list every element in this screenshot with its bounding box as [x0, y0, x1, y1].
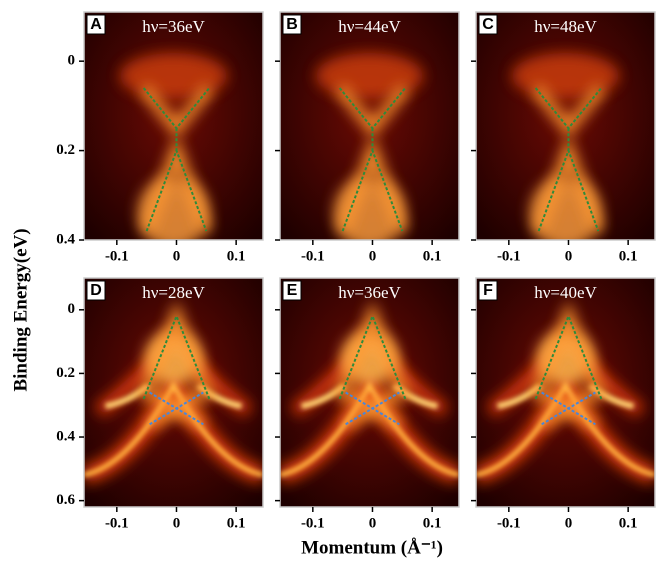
dispersion-guide — [541, 391, 596, 426]
dispersion-guide — [537, 147, 600, 232]
panel-title: hν=36eV — [338, 283, 401, 302]
panel-label-box — [86, 280, 106, 301]
panel-frame — [83, 11, 264, 241]
panel-label: D — [90, 282, 102, 299]
spectrum-image — [280, 12, 459, 240]
dispersion-guide — [341, 147, 404, 232]
panel-label: E — [287, 282, 298, 299]
x-tick-label: 0 — [173, 248, 181, 264]
band-core — [280, 380, 459, 478]
x-tick-label: 0.1 — [423, 515, 442, 531]
panel-frame — [475, 11, 656, 241]
panel-label: B — [286, 16, 298, 33]
x-tick-label: 0 — [565, 515, 573, 531]
dispersion-glow — [530, 299, 607, 402]
panel-title: hν=36eV — [142, 17, 205, 36]
x-tick-label: 0 — [565, 248, 573, 264]
y-tick-label: 0.2 — [56, 142, 75, 158]
panel: -0.1 0 0.1 0 0.2 0.4 A hν=36eV — [56, 11, 264, 264]
spectrum-image — [280, 278, 459, 507]
panel-label-box — [478, 280, 498, 301]
y-tick-label: 0 — [68, 301, 76, 317]
x-tick-label: 0.1 — [227, 248, 246, 264]
panel-label-box — [478, 14, 498, 35]
panel-frame — [475, 277, 656, 508]
spectrum-image — [84, 278, 263, 507]
dispersion-guide — [345, 391, 400, 426]
band-core — [84, 380, 263, 478]
x-tick-label: 0 — [369, 248, 377, 264]
panel-title: hν=28eV — [142, 283, 205, 302]
panel: -0.1 0 0.1 F hν=40eV — [471, 277, 656, 531]
dispersion-glow — [334, 299, 411, 402]
x-tick-label: 0.1 — [619, 248, 638, 264]
panel-frame — [279, 277, 460, 508]
x-tick-label: -0.1 — [301, 248, 325, 264]
panel: -0.1 0 0.1 C hν=48eV — [471, 11, 656, 264]
x-tick-label: -0.1 — [497, 248, 521, 264]
y-tick-label: 0.6 — [56, 492, 75, 508]
panel-title: hν=48eV — [534, 17, 597, 36]
panel: -0.1 0 0.1 E hν=36eV — [275, 277, 460, 531]
x-axis-label: Momentum (Å⁻¹) — [301, 537, 443, 558]
panel-label: A — [90, 16, 102, 33]
dispersion-guide — [149, 391, 204, 426]
x-tick-label: 0.1 — [423, 248, 442, 264]
y-tick-label: 0.4 — [56, 231, 75, 247]
panel-title: hν=40eV — [534, 283, 597, 302]
panel-label-box — [282, 280, 302, 301]
panel: -0.1 0 0.1 B hν=44eV — [275, 11, 460, 264]
spectrum-image — [476, 12, 655, 240]
x-tick-label: -0.1 — [497, 515, 521, 531]
panel-label-box — [86, 14, 106, 35]
panel-label: F — [483, 282, 493, 299]
panel-frame — [83, 277, 264, 508]
band-core — [476, 380, 655, 478]
y-tick-label: 0.4 — [56, 428, 75, 444]
x-tick-label: -0.1 — [301, 515, 325, 531]
x-tick-label: 0.1 — [227, 515, 246, 531]
dispersion-guide — [145, 147, 208, 232]
spectrum-image — [476, 278, 655, 507]
panel-frame — [279, 11, 460, 241]
y-tick-label: 0.2 — [56, 365, 75, 381]
x-tick-label: -0.1 — [105, 515, 129, 531]
x-tick-label: 0.1 — [619, 515, 638, 531]
y-tick-label: 0 — [68, 53, 76, 69]
x-tick-label: 0 — [369, 515, 377, 531]
panel-title: hν=44eV — [338, 17, 401, 36]
panel-label-box — [282, 14, 302, 35]
dispersion-glow — [138, 299, 215, 402]
panel-label: C — [482, 16, 494, 33]
x-tick-label: 0 — [173, 515, 181, 531]
y-axis-label: Binding Energy(eV) — [10, 228, 31, 391]
panel: -0.1 0 0.1 0 0.2 0.4 0.6 D hν=28eV — [56, 277, 264, 531]
spectrum-image — [84, 12, 263, 240]
x-tick-label: -0.1 — [105, 248, 129, 264]
